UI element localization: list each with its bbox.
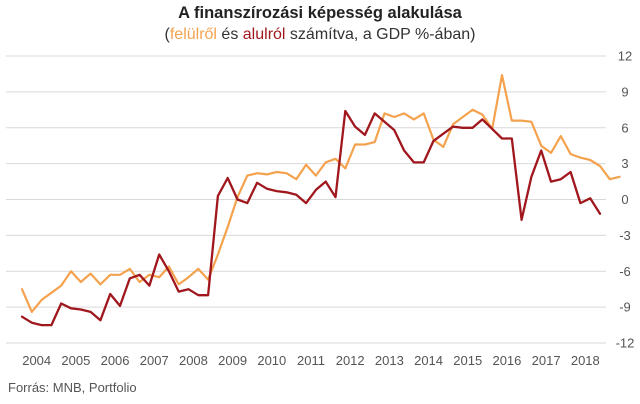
subtitle-series-alulrol: alulról	[242, 26, 286, 43]
subtitle-conjunction: és	[216, 26, 243, 43]
x-tick-label: 2014	[414, 353, 443, 368]
series-line-alulrol	[20, 109, 602, 327]
series-line-felulrol	[20, 73, 621, 313]
subtitle-rest: számítva, a GDP %-ában)	[285, 26, 476, 43]
y-tick-label: 6	[621, 120, 628, 135]
y-tick-label: -12	[616, 336, 635, 351]
y-tick-label: 9	[621, 84, 628, 99]
x-tick-label: 2013	[375, 353, 404, 368]
y-tick-label: 0	[621, 192, 628, 207]
y-axis-ticks: 12 9 6 3 0 -3 -6 -9 -12	[616, 49, 635, 351]
y-tick-label: 3	[621, 156, 628, 171]
x-tick-label: 2016	[492, 353, 521, 368]
y-tick-label: -3	[619, 228, 631, 243]
y-tick-label: -6	[619, 264, 631, 279]
x-tick-label: 2010	[257, 353, 286, 368]
x-tick-label: 2006	[101, 353, 130, 368]
chart-title: A finanszírozási képesség alakulása	[178, 4, 462, 22]
x-tick-label: 2007	[140, 353, 169, 368]
x-tick-label: 2004	[22, 353, 51, 368]
x-tick-label: 2009	[218, 353, 247, 368]
series-lines	[20, 73, 621, 327]
grid-lines	[6, 55, 606, 344]
x-tick-label: 2012	[336, 353, 365, 368]
source-note: Forrás: MNB, Portfolio	[8, 380, 137, 395]
x-tick-label: 2008	[179, 353, 208, 368]
x-tick-label: 2018	[571, 353, 600, 368]
subtitle-open-paren: (	[164, 26, 170, 43]
chart-subtitle: (felülről és alulról számítva, a GDP %-á…	[0, 26, 640, 44]
x-tick-label: 2011	[297, 353, 325, 368]
x-axis-ticks: 2004 2005 2006 2007 2008 2009 2010 2011 2012 2013…	[22, 353, 600, 368]
y-tick-label: 12	[618, 49, 632, 64]
x-tick-label: 2017	[532, 353, 561, 368]
x-tick-label: 2015	[453, 353, 482, 368]
y-tick-label: -9	[619, 300, 631, 315]
subtitle-series-felulrol: felülről	[169, 26, 217, 43]
x-tick-label: 2005	[61, 353, 90, 368]
